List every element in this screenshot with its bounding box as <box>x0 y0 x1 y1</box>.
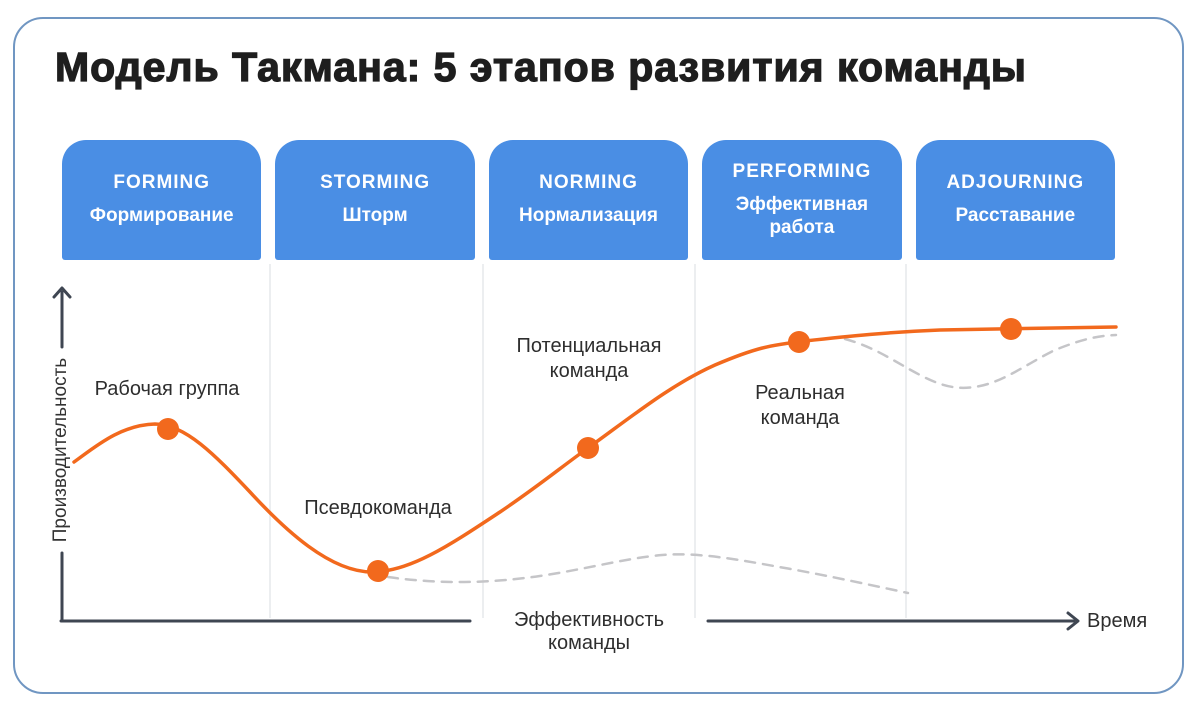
point-working-group <box>157 418 179 440</box>
x-axis-arrowhead-icon <box>1066 611 1080 631</box>
stage-box-performing: PERFORMING Эффективная работа <box>702 140 902 260</box>
point-potential-team <box>577 437 599 459</box>
stage-name-ru: Нормализация <box>519 205 659 227</box>
dashed-stagnation-curve <box>386 553 910 595</box>
stage-boxes-row: FORMING Формирование STORMING Шторм NORM… <box>62 140 1116 260</box>
point-pseudo-team <box>367 560 389 582</box>
stage-name-ru: Эффективная работа <box>735 193 869 238</box>
dashed-adjourning-dip-curve <box>843 333 1118 390</box>
card-border <box>13 17 1184 694</box>
stage-name-en: FORMING <box>113 172 211 194</box>
stage-box-adjourning: ADJOURNING Расставание <box>915 140 1116 260</box>
stage-name-en: ADJOURNING <box>946 172 1085 194</box>
stage-name-en: NORMING <box>539 172 638 194</box>
page-title: Модель Такмана: 5 этапов развития команд… <box>54 43 1027 90</box>
point-stable-team <box>1000 318 1022 340</box>
label-pseudo-team: Псевдокоманда <box>304 497 452 519</box>
label-real-team: Реальная команда <box>755 382 845 429</box>
x-axis-annotation: Эффективность команды <box>513 609 665 654</box>
stage-name-en: PERFORMING <box>732 160 872 182</box>
stage-box-forming: FORMING Формирование <box>62 140 262 260</box>
y-axis-label: Производительность <box>50 357 71 543</box>
label-potential-team: Потенциальная команда <box>516 335 662 382</box>
stage-dividers <box>269 264 907 618</box>
main-performance-curve <box>72 325 1118 574</box>
stage-box-storming: STORMING Шторм <box>275 140 475 260</box>
stage-name-ru: Формирование <box>89 205 234 227</box>
x-axis-end-label: Время <box>1087 610 1148 632</box>
stage-name-en: STORMING <box>320 172 431 194</box>
point-real-team <box>788 331 810 353</box>
label-working-group: Рабочая группа <box>94 378 240 400</box>
stage-name-ru: Расставание <box>955 205 1076 227</box>
stage-box-norming: NORMING Нормализация <box>488 140 689 260</box>
stage-name-ru: Шторм <box>342 205 408 227</box>
y-axis-arrowhead-icon <box>52 286 72 299</box>
